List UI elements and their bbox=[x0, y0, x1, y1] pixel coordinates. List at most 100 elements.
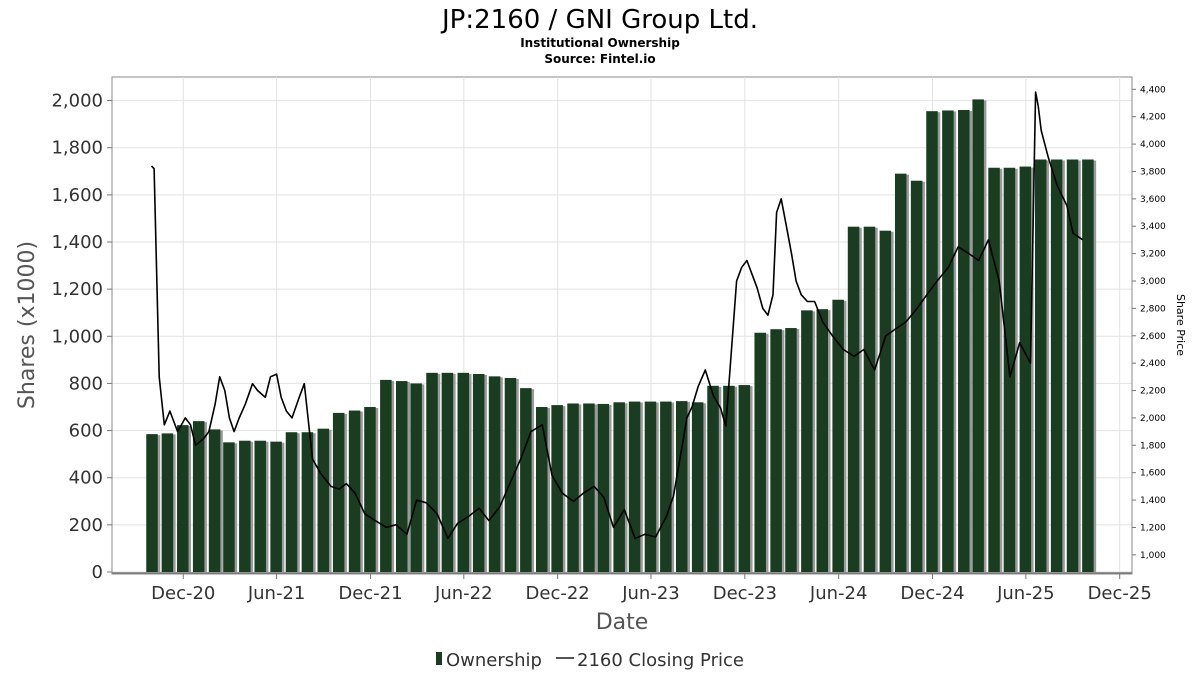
ownership-bar bbox=[1034, 159, 1047, 572]
x-axis-label: Date bbox=[596, 610, 649, 635]
ownership-bar bbox=[785, 328, 797, 572]
y2-tick-label: 1,600 bbox=[1140, 469, 1166, 479]
y2-tick-label: 3,600 bbox=[1140, 195, 1166, 205]
x-tick-label: Jun-21 bbox=[247, 583, 306, 604]
chart-subtitle: Institutional Ownership bbox=[520, 36, 680, 50]
legend: Ownership 2160 Closing Price bbox=[436, 650, 744, 671]
y-tick-label: 1,000 bbox=[51, 326, 103, 347]
x-tick-label: Jun-22 bbox=[434, 583, 493, 604]
ownership-bar bbox=[583, 403, 595, 572]
legend-swatch-ownership bbox=[436, 652, 442, 665]
y-tick-label: 200 bbox=[69, 515, 103, 536]
y2-axis-label: Share Price bbox=[1174, 294, 1187, 356]
ownership-bar bbox=[1019, 166, 1032, 573]
y2-tick-label: 3,000 bbox=[1140, 277, 1166, 287]
y-tick-label: 1,600 bbox=[51, 185, 103, 206]
ownership-bar bbox=[192, 421, 205, 572]
ownership-bar bbox=[504, 378, 517, 572]
ownership-bar bbox=[535, 407, 548, 572]
ownership-bar bbox=[675, 401, 688, 572]
x-tick-label: Jun-24 bbox=[809, 583, 868, 604]
ownership-bar bbox=[472, 374, 485, 572]
ownership-bar bbox=[660, 401, 672, 572]
ownership-bar bbox=[410, 383, 422, 572]
ownership-bar bbox=[1082, 159, 1094, 572]
ownership-bar bbox=[910, 180, 923, 572]
ownership-bar bbox=[301, 432, 314, 572]
ownership-bar bbox=[988, 167, 1000, 572]
chart-title: JP:2160 / GNI Group Ltd. bbox=[440, 5, 758, 35]
ownership-bar bbox=[832, 299, 844, 572]
y-axis-label: Shares (x1000) bbox=[15, 241, 40, 409]
ownership-bar bbox=[754, 332, 766, 572]
ownership-bar bbox=[520, 388, 532, 572]
y2-tick-label: 2,400 bbox=[1140, 359, 1166, 369]
ownership-bar bbox=[223, 442, 235, 572]
y2-tick-label: 1,800 bbox=[1140, 441, 1166, 451]
ownership-bar bbox=[1050, 159, 1063, 572]
chart-source: Source: Fintel.io bbox=[544, 52, 655, 66]
y2-tick-label: 1,200 bbox=[1140, 523, 1166, 533]
ownership-bar bbox=[488, 376, 501, 572]
y-tick-label: 1,800 bbox=[51, 138, 103, 159]
y2-tick-label: 3,200 bbox=[1140, 250, 1166, 260]
ownership-bar bbox=[551, 405, 563, 572]
x-tick-label: Dec-24 bbox=[900, 583, 964, 604]
ownership-bar bbox=[567, 403, 579, 572]
ownership-bar bbox=[816, 309, 829, 572]
y-tick-label: 600 bbox=[69, 421, 103, 442]
ownership-bar bbox=[926, 111, 938, 572]
x-tick-label: Jun-23 bbox=[621, 583, 680, 604]
ownership-bar bbox=[894, 173, 907, 572]
ownership-bar bbox=[801, 310, 813, 572]
ownership-bar bbox=[847, 226, 860, 572]
y2-tick-label: 4,000 bbox=[1140, 140, 1166, 150]
legend-label-ownership: Ownership bbox=[446, 650, 542, 671]
ownership-bar bbox=[395, 381, 408, 572]
y-tick-label: 2,000 bbox=[51, 91, 103, 112]
x-tick-label: Dec-22 bbox=[526, 583, 590, 604]
x-tick-label: Dec-23 bbox=[713, 583, 777, 604]
y-tick-label: 0 bbox=[92, 562, 103, 583]
ownership-bar bbox=[597, 403, 610, 572]
ownership-bar bbox=[254, 440, 266, 572]
ownership-bar bbox=[613, 402, 625, 572]
ownership-bar bbox=[879, 230, 892, 572]
y2-tick-label: 1,000 bbox=[1140, 551, 1166, 561]
ownership-bar bbox=[161, 433, 174, 572]
ownership-bar bbox=[348, 410, 361, 572]
ownership-bar bbox=[942, 110, 954, 572]
y-axis-ticks: 0 200 400 600 800 1,000 1,200 1,400 1,600 1,800 2,… bbox=[51, 91, 112, 583]
y-tick-label: 1,200 bbox=[51, 279, 103, 300]
ownership-bar bbox=[317, 428, 330, 572]
ownership-bar bbox=[426, 372, 438, 572]
ownership-bar bbox=[364, 407, 376, 572]
ownership-bar bbox=[628, 401, 641, 572]
ownership-bar bbox=[691, 402, 704, 572]
y-tick-label: 800 bbox=[69, 373, 103, 394]
ownership-bar bbox=[644, 401, 657, 572]
legend-label-price: 2160 Closing Price bbox=[577, 650, 744, 671]
ownership-bar bbox=[239, 440, 251, 572]
x-tick-label: Dec-20 bbox=[151, 583, 215, 604]
y2-tick-label: 1,400 bbox=[1140, 496, 1166, 506]
y2-tick-label: 4,400 bbox=[1140, 85, 1166, 95]
ownership-bar bbox=[441, 372, 454, 572]
y-tick-label: 400 bbox=[69, 468, 103, 489]
price-line bbox=[150, 91, 1084, 540]
ownership-bar bbox=[723, 385, 735, 572]
y2-tick-label: 2,600 bbox=[1140, 332, 1166, 342]
ownership-bar bbox=[457, 372, 470, 572]
ownership-bar bbox=[738, 385, 751, 572]
x-tick-label: Dec-25 bbox=[1088, 583, 1152, 604]
ownership-bar bbox=[958, 110, 970, 572]
y-tick-label: 1,400 bbox=[51, 232, 103, 253]
y2-tick-label: 4,200 bbox=[1140, 113, 1166, 123]
y2-tick-label: 2,000 bbox=[1140, 414, 1166, 424]
y2-tick-label: 3,800 bbox=[1140, 167, 1166, 177]
x-tick-label: Jun-25 bbox=[996, 583, 1055, 604]
ownership-bar bbox=[177, 425, 189, 572]
ownership-bar bbox=[863, 226, 876, 572]
ownership-bar bbox=[208, 429, 221, 572]
